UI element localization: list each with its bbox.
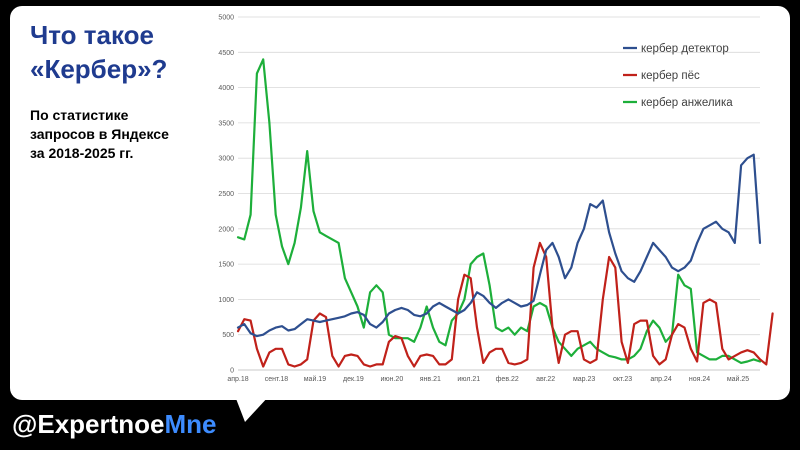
x-tick-label: ноя.24 [689,376,710,383]
y-tick-label: 3000 [218,156,234,163]
legend: кербер детектор кербер пёс кербер анжелика [623,43,733,109]
x-tick-label: сент.18 [265,376,289,383]
y-tick-label: 2000 [218,226,234,233]
x-tick-label: апр.18 [227,376,248,383]
x-tick-label: фев.22 [496,376,519,383]
legend-label: кербер пёс [641,70,700,82]
y-tick-label: 0 [230,368,234,375]
y-tick-label: 500 [222,332,234,339]
brand-handle[interactable]: @ExpertnoeMne [12,409,217,439]
series-lines [236,58,774,368]
y-axis: 0 500 1000 1500 2000 2500 3000 3500 4000 4500 5000 [218,15,234,375]
slide-subtitle: По статистике запросов в Яндексе за 2018… [30,106,220,163]
y-tick-label: 4000 [218,85,234,92]
subtitle-line-2: запросов в Яндексе [30,126,169,142]
y-tick-label: 4500 [218,50,234,57]
slide-card: Что такое «Кербер»? По статистике запрос… [10,6,790,400]
slide-title: Что такое «Кербер»? [30,18,210,86]
brand-prefix: @Expertnoe [12,409,165,439]
line-chart: 0 500 1000 1500 2000 2500 3000 3500 4000 4500 5000… [218,15,774,383]
speech-tail [235,396,269,422]
legend-label: кербер детектор [641,43,729,55]
x-tick-label: дек.19 [343,376,364,383]
x-tick-label: июл.21 [457,376,480,383]
series-line-2 [236,241,774,368]
brand-accent: Mne [164,409,217,439]
x-tick-label: окт.23 [613,376,632,383]
subtitle-line-1: По статистике [30,107,129,123]
legend-label: кербер анжелика [641,97,733,109]
title-line-1: Что такое [30,20,154,50]
y-tick-label: 1000 [218,297,234,304]
x-tick-label: авг.22 [536,376,555,383]
x-tick-label: апр.24 [650,376,671,383]
y-tick-label: 5000 [218,15,234,22]
x-tick-label: июн.20 [380,376,403,383]
subtitle-line-3: за 2018-2025 гг. [30,145,134,161]
x-tick-label: мар.23 [573,376,595,383]
y-tick-label: 2500 [218,191,234,198]
series-line-1 [236,153,762,338]
series-line-3 [236,58,762,364]
x-tick-label: май.19 [304,375,326,383]
title-line-2: «Кербер»? [30,54,168,84]
x-axis: апр.18 сент.18 май.19 дек.19 июн.20 янв.21 июл… [227,369,760,383]
x-tick-label: янв.21 [420,376,441,383]
x-tick-label: май.25 [727,375,749,383]
y-tick-label: 3500 [218,120,234,127]
y-tick-label: 1500 [218,262,234,269]
